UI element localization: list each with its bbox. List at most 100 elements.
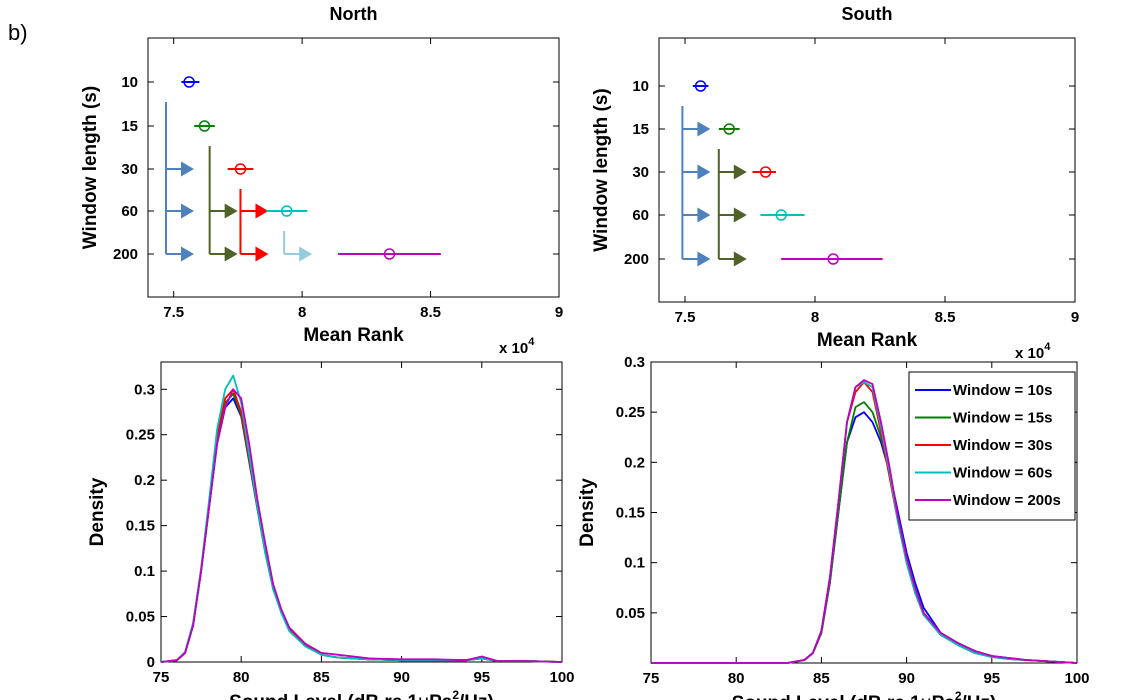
legend-label: Window = 30s xyxy=(953,437,1052,454)
plot-area xyxy=(658,37,1076,303)
arrow-head xyxy=(697,207,711,223)
x-tick-label: 80 xyxy=(728,670,745,687)
x-tick-label: 75 xyxy=(153,669,170,686)
x-tick-label: 9 xyxy=(555,304,563,321)
y-tick-label: 0.05 xyxy=(126,609,155,626)
y-tick-label: 0.2 xyxy=(134,472,155,489)
north-rank-chart: North 10 15 30 60 200 7.5 8 8.5 9 Mean Rank Window … xyxy=(80,4,563,357)
plot-area xyxy=(160,361,563,663)
y-tick-label: 60 xyxy=(632,207,649,224)
y-tick-label: 30 xyxy=(632,164,649,181)
y-tick-label: 0.25 xyxy=(616,404,645,421)
series-line xyxy=(160,392,563,663)
north-density-chart: 75 80 85 90 95 100 0 0.05 0.1 0.15 0.2 0.25 0.3 Sound… xyxy=(87,361,575,700)
x-tick-label: 80 xyxy=(233,669,250,686)
y-tick-label: 10 xyxy=(632,78,649,95)
series-line xyxy=(651,379,1078,664)
x-axis-label-part: /Hz) xyxy=(962,693,997,700)
arrow-head xyxy=(733,251,747,267)
legend-label: Window = 10s xyxy=(953,382,1052,399)
x-tick-label: 95 xyxy=(473,669,490,686)
x-tick-label: 8 xyxy=(298,304,306,321)
x-tick-label: 90 xyxy=(393,669,410,686)
x-tick-label: 85 xyxy=(313,669,330,686)
y-axis-label: Window length (s) xyxy=(591,88,612,251)
x-axis-label-part: Pa xyxy=(429,692,453,700)
x-exponent-power: 4 xyxy=(1044,341,1051,353)
y-axis-label: Window length (s) xyxy=(80,86,101,249)
x-axis-label-part: /Hz) xyxy=(459,692,494,700)
x-axis-label-part: Sound Level (dB re 1 xyxy=(732,693,921,700)
mean-point xyxy=(723,123,735,135)
y-tick-label: 15 xyxy=(632,121,649,138)
arrow-head xyxy=(697,121,711,137)
legend-label: Window = 15s xyxy=(953,410,1052,427)
y-tick-label: 30 xyxy=(121,161,138,178)
x-tick-label: 95 xyxy=(983,670,1000,687)
x-axis-label: Mean Rank xyxy=(817,330,918,351)
x-axis-label-mu: μ xyxy=(418,692,429,700)
arrow-head xyxy=(180,161,194,177)
y-tick-label: 0.3 xyxy=(134,381,155,398)
south-rank-chart: South 10 15 30 60 200 7.5 8 8.5 9 Mean Rank Window … xyxy=(591,4,1079,362)
x-tick-label: 85 xyxy=(813,670,830,687)
arrow-head xyxy=(224,246,238,262)
x-exponent: x 104 xyxy=(1015,341,1051,362)
mean-point xyxy=(234,163,247,175)
y-tick-label: 0 xyxy=(147,654,155,671)
y-tick-label: 0.1 xyxy=(624,555,645,572)
y-tick-label: 200 xyxy=(624,251,649,268)
plot-area xyxy=(147,37,560,298)
x-axis-label: Sound Level (dB re 1μPa2/Hz) xyxy=(229,688,494,700)
mean-point xyxy=(198,120,211,132)
arrow-head xyxy=(255,203,269,219)
y-tick-label: 60 xyxy=(121,203,138,220)
legend-label: Window = 200s xyxy=(953,492,1061,509)
y-tick-label: 0.05 xyxy=(616,605,645,622)
x-axis-label: Mean Rank xyxy=(303,325,404,346)
y-tick-label: 0.15 xyxy=(616,505,645,522)
arrow-head xyxy=(299,246,313,262)
y-tick-label: 0.25 xyxy=(126,427,155,444)
legend-label: Window = 60s xyxy=(953,465,1052,482)
series-line xyxy=(160,388,563,663)
y-tick-label: 0.2 xyxy=(624,454,645,471)
y-tick-label: 0.15 xyxy=(126,518,155,535)
mean-point xyxy=(759,166,772,178)
x-tick-label: 9 xyxy=(1071,309,1079,326)
chart-title: North xyxy=(330,4,378,24)
arrow-head xyxy=(733,207,747,223)
arrow-head xyxy=(180,246,194,262)
y-tick-label: 200 xyxy=(113,246,138,263)
arrow-head xyxy=(255,246,269,262)
x-axis-label-part: Sound Level (dB re 1 xyxy=(229,692,418,700)
arrow-head xyxy=(697,251,711,267)
arrow-head xyxy=(697,164,711,180)
x-axis-label: Sound Level (dB re 1μPa2/Hz) xyxy=(732,689,997,700)
mean-point xyxy=(694,80,707,92)
x-tick-label: 7.5 xyxy=(675,309,696,326)
y-tick-label: 0.3 xyxy=(624,354,645,371)
y-tick-label: 0.1 xyxy=(134,563,155,580)
x-tick-label: 75 xyxy=(643,670,660,687)
x-axis-label-sup: 2 xyxy=(452,688,459,700)
chart-title: South xyxy=(842,4,893,24)
x-axis-label-sup: 2 xyxy=(955,689,962,700)
mean-point xyxy=(183,76,195,88)
y-tick-label: 15 xyxy=(121,118,138,135)
x-tick-label: 7.5 xyxy=(163,304,184,321)
x-tick-label: 8.5 xyxy=(420,304,441,321)
x-tick-label: 8.5 xyxy=(935,309,956,326)
arrow-head xyxy=(224,203,238,219)
x-axis-label-mu: μ xyxy=(921,693,932,700)
mean-point xyxy=(383,248,396,260)
x-tick-label: 100 xyxy=(1064,670,1089,687)
x-axis-label-part: Pa xyxy=(932,693,956,700)
x-exponent-power: 4 xyxy=(528,336,535,348)
x-exponent: x 104 xyxy=(499,336,535,357)
arrow-head xyxy=(733,164,747,180)
mean-point xyxy=(775,209,787,221)
x-tick-label: 90 xyxy=(898,670,915,687)
panel-label: b) xyxy=(8,20,28,45)
